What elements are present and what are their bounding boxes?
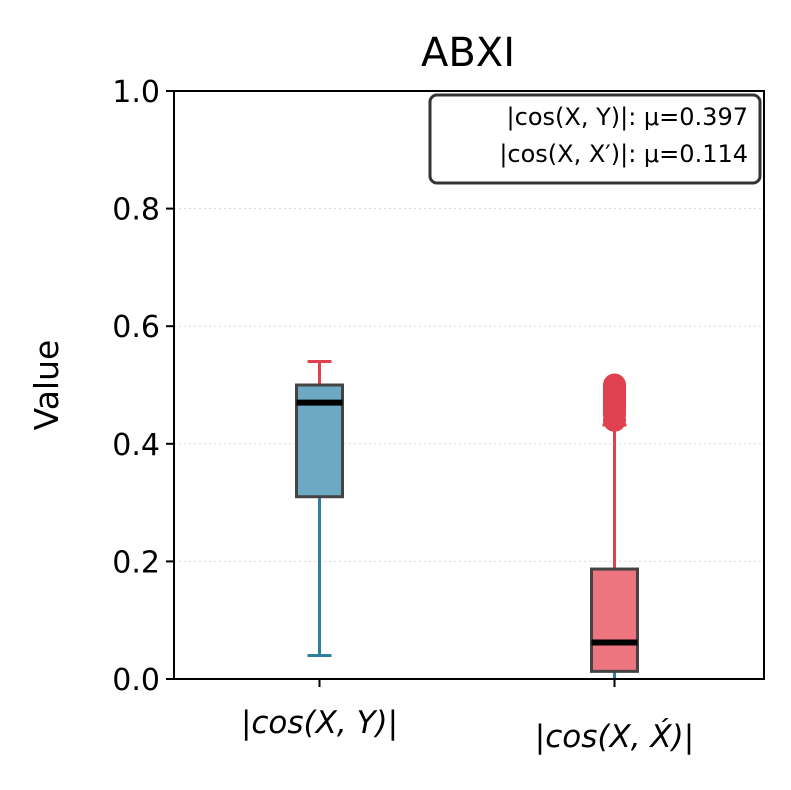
box-iqr [590,567,639,673]
plot-area-frame [173,90,765,680]
y-axis-label: Value [27,340,66,431]
outlier-point [603,373,626,397]
box-series [295,359,639,679]
stats-legend: |cos(X, Y)|: μ=0.397 |cos(X, X′)|: μ=0.1… [428,93,762,185]
y-tick-label: 0.8 [112,193,160,228]
y-tick-label: 0.6 [112,310,160,345]
x-axis-ticks: |cos(X, Y)| |cos(X, X́)| [241,679,694,755]
y-tick-label: 0.0 [112,663,160,698]
y-tick-label: 1.0 [112,75,160,110]
grid-lines [174,208,764,562]
stats-legend-box [428,93,762,185]
box-2 [590,373,639,679]
x-tick-label: |cos(X, X́)| [535,719,694,755]
stats-legend-line-1: |cos(X, Y)|: μ=0.397 [507,103,748,131]
box-1 [295,359,344,657]
y-tick-label: 0.4 [112,428,160,463]
chart-title: ABXI [421,30,515,76]
stats-legend-line-2: |cos(X, X′)|: μ=0.114 [499,140,748,168]
y-tick-label: 0.2 [112,545,160,580]
x-tick-label: |cos(X, Y)| [241,705,398,741]
y-axis-ticks: 0.0 0.2 0.4 0.6 0.8 1.0 [112,75,174,698]
